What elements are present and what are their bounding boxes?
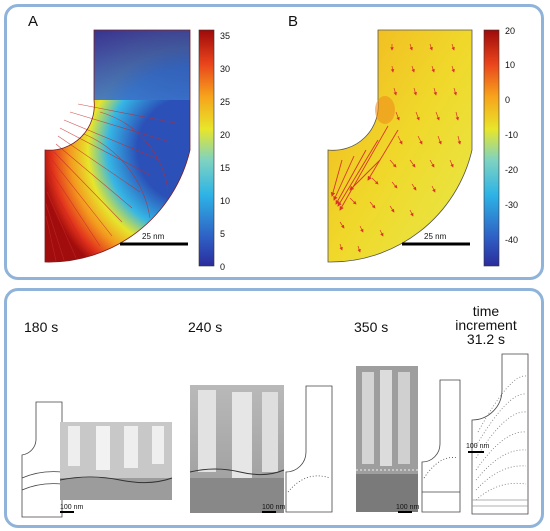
- panel-b-tick: -10: [505, 130, 518, 140]
- panel-a-tick: 20: [220, 130, 230, 140]
- panel-a-field: [44, 29, 191, 263]
- panel-b-label: B: [288, 13, 298, 30]
- outline-350: [421, 379, 461, 513]
- panel-a-tick: 25: [220, 97, 230, 107]
- panel-a-streamlines: [45, 103, 181, 262]
- time-label-180: 180 s: [24, 319, 58, 335]
- panel-a-tick: 5: [220, 229, 225, 239]
- panel-b-tick: 0: [505, 95, 510, 105]
- tem-image-350: [356, 366, 418, 512]
- tem-image-240: [189, 385, 285, 513]
- panel-b-field: [327, 29, 473, 263]
- panel-b-tick: -20: [505, 165, 518, 175]
- outline-increment: [471, 353, 529, 515]
- panel-a-tick: 0: [220, 262, 225, 272]
- panel-b-tick: 10: [505, 60, 515, 70]
- panel-a-tick: 30: [220, 64, 230, 74]
- outline-180: [21, 401, 63, 518]
- panel-b-tick: 20: [505, 26, 515, 36]
- panel-b-scale-label: 25 nm: [424, 232, 447, 241]
- tem-image-180: [59, 422, 173, 500]
- panel-a-tick: 15: [220, 163, 230, 173]
- panel-b-tick: -30: [505, 200, 518, 210]
- panel-a-tick: 10: [220, 196, 230, 206]
- panel-a-colorbar: [198, 29, 215, 267]
- time-label-240: 240 s: [188, 319, 222, 335]
- growth-front-curves: [475, 375, 527, 501]
- scale-label-350: 100 nm: [396, 504, 420, 511]
- panel-a-scale-label: 25 nm: [142, 232, 165, 241]
- time-increment-label-3: 31.2 s: [467, 331, 505, 347]
- outline-240: [285, 385, 333, 513]
- time-increment-label-1: time: [473, 303, 500, 319]
- scale-label-180: 100 nm: [60, 504, 84, 511]
- panel-a-label: A: [28, 13, 38, 30]
- time-increment-label-2: increment: [455, 317, 517, 333]
- panel-b-vector-arrows: [330, 43, 462, 253]
- scale-label-240: 100 nm: [262, 504, 286, 511]
- panel-b-colorbar: [483, 29, 500, 267]
- panel-b-tick: -40: [505, 235, 518, 245]
- scale-label-increment: 100 nm: [466, 443, 490, 450]
- time-label-350: 350 s: [354, 319, 388, 335]
- panel-a-tick: 35: [220, 31, 230, 41]
